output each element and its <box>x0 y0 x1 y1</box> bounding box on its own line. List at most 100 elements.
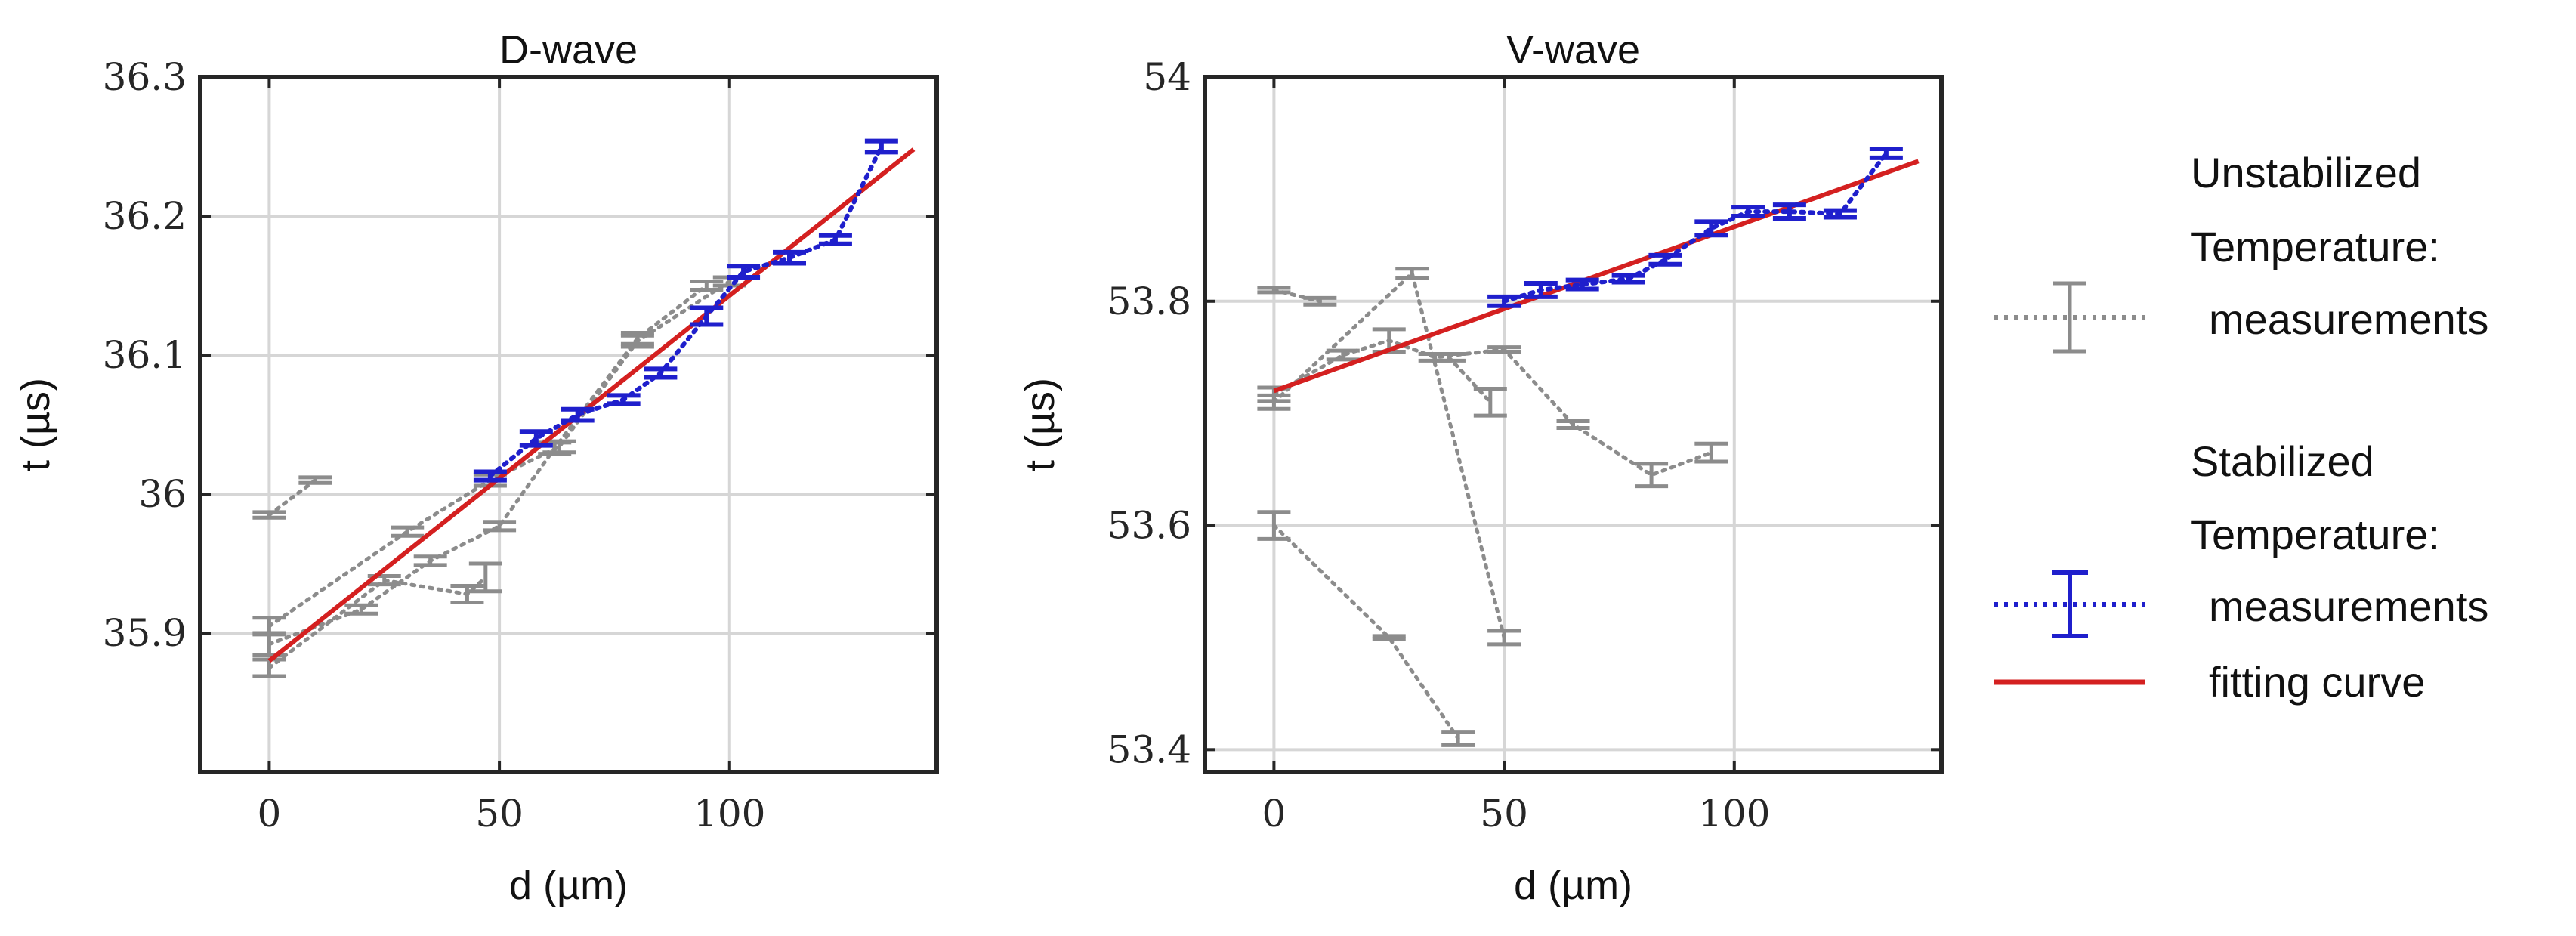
stabilized-run-v-point-8 <box>1823 208 1857 220</box>
legend: Unstabilized Temperature: measurements S… <box>1994 149 2488 706</box>
unstabilized-run-v-1 <box>1257 267 1521 647</box>
ytick-label-d-2: 36.1 <box>103 333 187 377</box>
xtick-label-v-1: 50 <box>1480 792 1528 836</box>
stabilized-run-d-point-5 <box>690 305 724 327</box>
unstabilized-run-d-0-point-1 <box>298 475 332 485</box>
legend-stabilized-swatch <box>1994 570 2145 638</box>
unstabilized-run-v-0 <box>1257 286 1337 307</box>
unstabilized-run-d-2-point-0 <box>252 616 286 637</box>
unstabilized-run-v-3-point-4 <box>1487 345 1521 354</box>
unstabilized-run-v-1-point-2 <box>1487 629 1521 647</box>
legend-fit-label: fitting curve <box>2209 658 2425 706</box>
unstabilized-run-v-3-line <box>1271 338 1713 477</box>
stabilized-run-d-point-8 <box>818 233 852 246</box>
chart-d-wave: 0 50 100 35.9 36 36.1 36.2 36.3 D-wave d (µm) t (µ… <box>13 27 939 908</box>
unstabilized-run-d-3-point-0 <box>252 657 286 678</box>
legend-unstabilized-line1: Unstabilized <box>2191 149 2421 196</box>
y-axis-title-v: t (µs) <box>1018 378 1063 471</box>
unstabilized-run-d-0-line <box>267 478 317 517</box>
stabilized-run-d-point-2 <box>561 406 595 423</box>
ytick-label-d-4: 36.3 <box>103 55 187 99</box>
stabilized-run-v-point-5 <box>1694 219 1728 238</box>
stabilized-run-d-point-3 <box>607 393 641 406</box>
unstabilized-run-v-4-point-1 <box>1473 387 1507 418</box>
xtick-label-d-0: 0 <box>258 792 282 836</box>
unstabilized-run-v-4-line <box>1447 355 1493 404</box>
stabilized-run-d <box>473 138 898 483</box>
fit-line-v <box>1273 159 1920 394</box>
stabilized-run-v-point-2 <box>1565 277 1599 292</box>
unstabilized-run-d-1-point-3 <box>483 520 517 533</box>
unstabilized-run-v-1-point-1 <box>1395 267 1429 280</box>
unstabilized-run-d-3 <box>252 561 502 678</box>
stabilized-run-v-point-3 <box>1611 273 1645 285</box>
stabilized-run-d-point-0 <box>473 469 507 483</box>
chart-title-d: D-wave <box>499 27 638 73</box>
x-axis-title-v: d (µm) <box>1514 863 1632 908</box>
chart-v-wave: 0 50 100 53.4 53.6 53.8 54 V-wave d (µm) t (µs) <box>1018 27 1944 908</box>
unstabilized-run-v-2-point-0 <box>1257 510 1291 541</box>
unstabilized-run-v-3-point-6 <box>1635 462 1669 489</box>
unstabilized-run-v-2 <box>1257 510 1475 747</box>
xtick-label-v-0: 0 <box>1262 792 1286 836</box>
stabilized-run-d-point-7 <box>773 249 806 266</box>
x-axis-title-d: d (µm) <box>509 863 628 908</box>
stabilized-run-v-line <box>1502 150 1889 304</box>
legend-stabilized-line1: Stabilized <box>2191 437 2374 485</box>
unstabilized-run-d-3-line <box>267 575 488 670</box>
unstabilized-run-d-2-point-1 <box>391 525 425 538</box>
unstabilized-run-d-3-point-2 <box>450 583 484 605</box>
stabilized-run-v-point-9 <box>1869 146 1903 160</box>
stabilized-run-v-point-1 <box>1524 281 1558 299</box>
ytick-label-v-2: 53.8 <box>1107 280 1191 323</box>
ytick-label-v-3: 54 <box>1143 55 1191 99</box>
unstabilized-run-v-2-line <box>1271 524 1460 740</box>
axes-frame-d <box>198 75 939 774</box>
y-axis-title-d: t (µs) <box>13 378 58 471</box>
ytick-label-v-0: 53.4 <box>1107 727 1191 771</box>
plot-area-d <box>252 138 916 678</box>
stabilized-run-v <box>1487 146 1903 308</box>
ytick-label-d-3: 36.2 <box>103 194 187 238</box>
stabilized-run-v-point-7 <box>1772 202 1806 221</box>
plot-area-v <box>1257 146 1920 747</box>
axes-frame-v <box>1203 75 1944 774</box>
fit-line-d <box>267 147 916 663</box>
stabilized-run-d-point-4 <box>644 366 678 380</box>
legend-unstabilized-line2: Temperature: <box>2191 223 2440 270</box>
stabilized-run-v-point-6 <box>1731 205 1765 218</box>
xtick-label-v-2: 100 <box>1698 792 1770 836</box>
unstabilized-run-v-4-point-0 <box>1432 352 1466 363</box>
xtick-label-d-2: 100 <box>693 792 765 836</box>
stabilized-run-v-point-4 <box>1648 252 1682 267</box>
xtick-label-d-1: 50 <box>475 792 524 836</box>
unstabilized-run-v-4 <box>1432 352 1507 418</box>
unstabilized-run-d-0 <box>252 475 332 520</box>
unstabilized-run-v-3-point-1 <box>1326 348 1360 362</box>
stabilized-run-v-point-0 <box>1487 294 1521 308</box>
unstabilized-run-d-0-point-0 <box>252 510 286 520</box>
unstabilized-run-d-2 <box>252 275 746 637</box>
stabilized-run-d-point-9 <box>864 138 898 155</box>
stabilized-run-d-line <box>487 144 884 479</box>
unstabilized-run-v-2-point-1 <box>1372 634 1406 641</box>
unstabilized-run-d-3-point-3 <box>468 561 502 594</box>
unstabilized-run-v-0-point-1 <box>1303 295 1337 307</box>
unstabilized-run-v-2-point-2 <box>1441 730 1475 747</box>
legend-unstabilized-line3: measurements <box>2209 295 2488 343</box>
ytick-label-v-1: 53.6 <box>1107 504 1191 548</box>
stabilized-run-d-point-1 <box>519 429 553 448</box>
ytick-label-d-0: 35.9 <box>103 611 187 655</box>
unstabilized-run-d-2-point-4 <box>620 333 654 349</box>
unstabilized-run-v-0-point-0 <box>1257 286 1291 295</box>
chart-title-v: V-wave <box>1506 27 1640 73</box>
legend-stabilized-line3: measurements <box>2209 582 2488 630</box>
unstabilized-run-d-1-point-6 <box>690 279 724 292</box>
unstabilized-run-v-3-point-7 <box>1694 441 1728 464</box>
stabilized-run-d-point-6 <box>727 264 761 280</box>
unstabilized-run-d-2-line <box>267 279 732 629</box>
legend-unstabilized-swatch <box>1994 281 2145 354</box>
unstabilized-run-d-1-point-2 <box>413 554 447 567</box>
unstabilized-run-v-3-point-5 <box>1556 419 1590 430</box>
